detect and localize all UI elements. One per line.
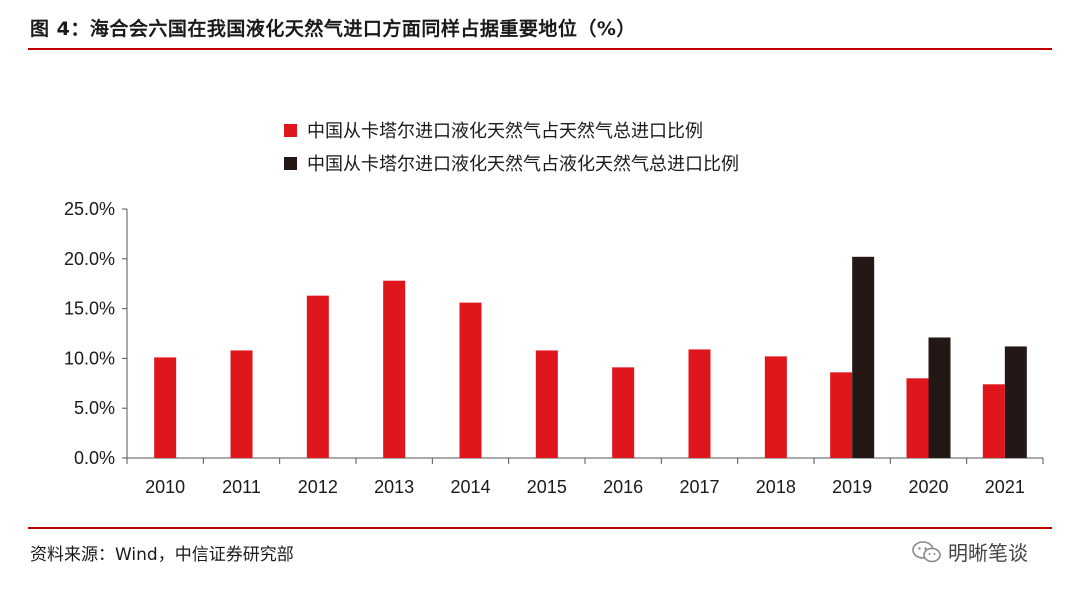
- bar-series1: [535, 350, 558, 458]
- bar-series1: [230, 350, 253, 458]
- y-tick-label: 5.0%: [74, 398, 115, 418]
- bar-series2: [1004, 346, 1027, 458]
- bar-series1: [383, 280, 406, 458]
- bar-series1: [612, 367, 635, 458]
- x-tick-label: 2018: [756, 477, 796, 497]
- x-tick-label: 2020: [908, 477, 948, 497]
- legend-swatch-dark: [284, 156, 297, 170]
- y-tick-label: 20.0%: [64, 249, 115, 269]
- x-tick-label: 2014: [450, 477, 490, 497]
- bar-series1: [830, 372, 853, 458]
- source-note: 资料来源：Wind，中信证券研究部: [30, 545, 294, 565]
- x-tick-label: 2013: [374, 477, 414, 497]
- y-tick-label: 0.0%: [74, 448, 115, 468]
- bar-series1: [306, 295, 329, 458]
- title-rule: [28, 48, 1052, 50]
- legend-label-series1: 中国从卡塔尔进口液化天然气占天然气总进口比例: [307, 121, 703, 142]
- bar-series2: [928, 337, 951, 458]
- legend-swatch-red: [284, 123, 297, 137]
- y-tick-label: 25.0%: [64, 199, 115, 219]
- bar-series1: [764, 356, 787, 458]
- bar-series1: [906, 378, 929, 458]
- bar-series1: [459, 302, 482, 458]
- y-tick-label: 15.0%: [64, 299, 115, 319]
- brand-text: 明晰笔谈: [948, 541, 1028, 565]
- brand-watermark: 明晰笔谈: [912, 537, 1028, 566]
- bar-series1: [154, 357, 177, 458]
- x-tick-label: 2019: [832, 477, 872, 497]
- x-tick-label: 2012: [298, 477, 338, 497]
- source-rule: [28, 527, 1052, 529]
- x-tick-label: 2015: [527, 477, 567, 497]
- x-tick-label: 2021: [985, 477, 1025, 497]
- legend-entry-series1: 中国从卡塔尔进口液化天然气占天然气总进口比例: [284, 117, 703, 143]
- legend-entry-series2: 中国从卡塔尔进口液化天然气占液化天然气总进口比例: [284, 150, 739, 176]
- legend-label-series2: 中国从卡塔尔进口液化天然气占液化天然气总进口比例: [307, 154, 739, 175]
- x-tick-label: 2016: [603, 477, 643, 497]
- bar-series1: [982, 384, 1005, 458]
- x-tick-label: 2010: [145, 477, 185, 497]
- figure-title: 图 4：海合会六国在我国液化天然气进口方面同样占据重要地位（%）: [30, 18, 636, 40]
- y-tick-label: 10.0%: [64, 348, 115, 368]
- x-tick-label: 2017: [679, 477, 719, 497]
- bar-series1: [688, 349, 711, 458]
- bar-series2: [852, 256, 875, 458]
- x-tick-label: 2011: [222, 477, 261, 497]
- wechat-icon: [912, 540, 941, 562]
